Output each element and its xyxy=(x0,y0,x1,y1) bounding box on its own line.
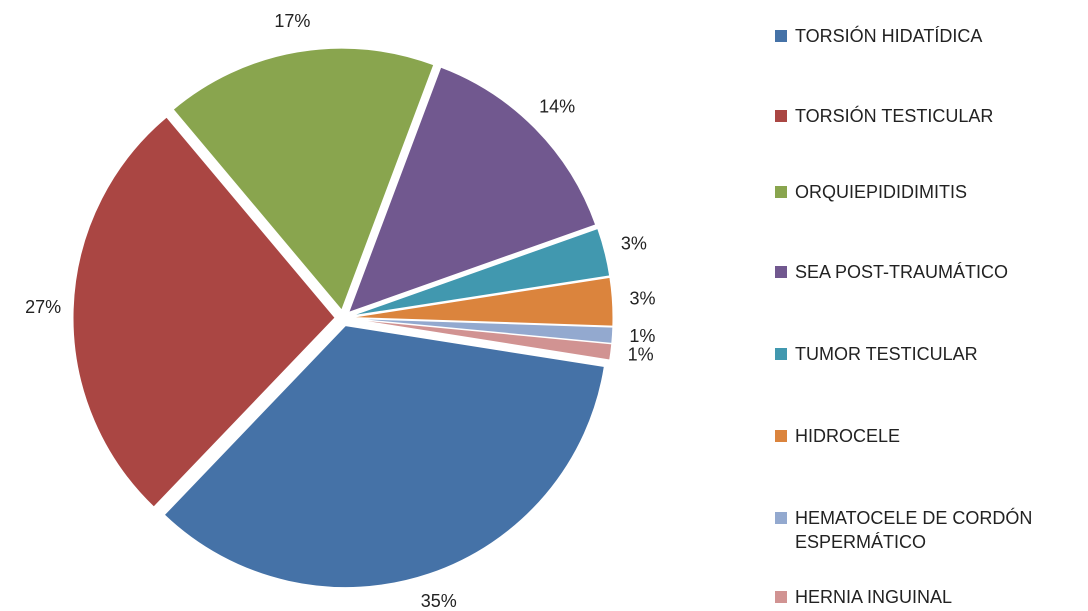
pie-slice xyxy=(163,325,605,589)
legend-item: TUMOR TESTICULAR xyxy=(775,342,978,366)
legend-swatch xyxy=(775,110,787,122)
pie-slice xyxy=(172,47,435,312)
legend-label: TORSIÓN TESTICULAR xyxy=(795,106,994,126)
legend-swatch xyxy=(775,512,787,524)
legend-label: ORQUIEPIDIDIMITIS xyxy=(795,182,968,202)
pie-slice xyxy=(347,66,597,314)
data-label: 3% xyxy=(629,289,655,309)
legend-swatch xyxy=(775,591,787,603)
legend-label: TORSIÓN HIDATÍDICA xyxy=(795,26,983,46)
data-label: 17% xyxy=(274,11,310,31)
data-label: 14% xyxy=(539,97,575,117)
pie-slice xyxy=(72,116,336,508)
legend-label: HEMATOCELE DE CORDÓN ESPERMÁTICO xyxy=(795,508,1033,552)
pie-slice xyxy=(350,227,611,317)
legend-item: TORSIÓN HIDATÍDICA xyxy=(775,24,982,48)
legend-swatch xyxy=(775,186,787,198)
data-label: 1% xyxy=(628,344,654,364)
legend-item: HEMATOCELE DE CORDÓN ESPERMÁTICO xyxy=(775,506,1075,554)
legend-label: HERNIA INGUINAL xyxy=(795,587,953,607)
pie-slice xyxy=(350,318,613,361)
legend-item: SEA POST-TRAUMÁTICO xyxy=(775,260,1008,284)
pie-slice xyxy=(350,318,614,344)
legend-label: SEA POST-TRAUMÁTICO xyxy=(795,262,1009,282)
data-label: 1% xyxy=(629,326,655,346)
legend-item: ORQUIEPIDIDIMITIS xyxy=(775,180,967,204)
legend-item: TORSIÓN TESTICULAR xyxy=(775,104,993,128)
legend-item: HIDROCELE xyxy=(775,424,900,448)
legend-label: HIDROCELE xyxy=(795,426,901,446)
legend-swatch xyxy=(775,430,787,442)
legend-swatch xyxy=(775,30,787,42)
legend-item: HERNIA INGUINAL xyxy=(775,585,952,609)
data-label: 3% xyxy=(621,233,647,253)
data-label: 27% xyxy=(25,297,61,317)
legend-label: TUMOR TESTICULAR xyxy=(795,344,978,364)
legend-swatch xyxy=(775,348,787,360)
data-label: 35% xyxy=(421,591,457,611)
legend-swatch xyxy=(775,266,787,278)
pie-slice xyxy=(350,276,614,327)
